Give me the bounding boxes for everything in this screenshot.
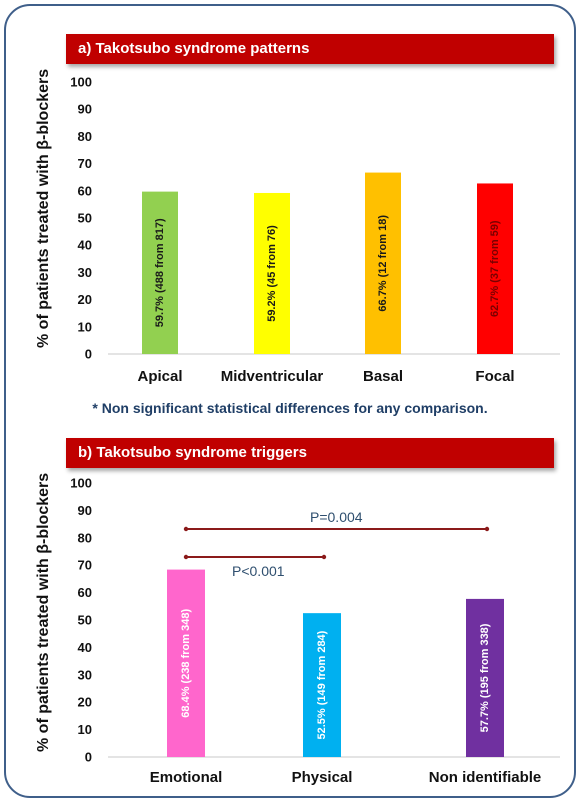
panel-a-y-tick-label: 30 xyxy=(78,265,92,280)
panel-a-x-tick-label: Basal xyxy=(363,368,403,385)
panel-b-y-tick-label: 0 xyxy=(85,750,92,765)
panel-a-bar xyxy=(254,192,290,354)
panel-a-y-tick-label: 20 xyxy=(78,292,92,307)
panel-b-y-tick-label: 70 xyxy=(78,558,92,573)
panel-b-x-tick-label: Emotional xyxy=(150,769,223,786)
panel-a-x-tick-label: Midventricular xyxy=(221,368,324,385)
panel-b-x-tick-label: Physical xyxy=(292,769,353,786)
panel-a-y-tick-label: 90 xyxy=(78,102,92,117)
panel-b-y-tick-label: 30 xyxy=(78,667,92,682)
panel-b-y-tick-label: 40 xyxy=(78,640,92,655)
panel-a-x-tick-label: Apical xyxy=(137,368,182,385)
panel-a-y-tick-label: 0 xyxy=(85,347,92,362)
panel-a-bar-data-label: 59.2% (45 from 76) xyxy=(266,225,278,322)
panel-b-y-tick-label: 80 xyxy=(78,530,92,545)
panel-b-bar xyxy=(167,569,205,757)
panel-a-y-tick-label: 40 xyxy=(78,238,92,253)
panel-a-y-tick-label: 80 xyxy=(78,129,92,144)
panel-b-bar-data-label: 57.7% (195 from 338) xyxy=(479,623,491,732)
panel-a-bar xyxy=(477,183,513,354)
panel-b-y-tick-label: 10 xyxy=(78,722,92,737)
panel-a-y-tick-label: 100 xyxy=(70,75,92,90)
panel-b-significance-line-end xyxy=(183,526,189,532)
panel-a-x-tick-label: Focal xyxy=(475,368,514,385)
panel-b-y-tick-label: 50 xyxy=(78,613,92,628)
panel-b-bar-data-label: 68.4% (238 from 348) xyxy=(180,609,192,718)
panel-a-y-tick-label: 60 xyxy=(78,183,92,198)
panel-b-y-tick-label: 60 xyxy=(78,585,92,600)
panel-b-x-tick-label: Non identifiable xyxy=(429,769,542,786)
panel-b-bar xyxy=(303,613,341,757)
panel-a-title: a) Takotsubo syndrome patterns xyxy=(66,34,554,64)
panel-a-y-tick-label: 70 xyxy=(78,156,92,171)
panel-b-bar xyxy=(466,598,504,757)
panel-a-footnote: * Non significant statistical difference… xyxy=(92,400,488,416)
panel-b-y-tick-label: 20 xyxy=(78,695,92,710)
panel-b-y-tick-label: 90 xyxy=(78,503,92,518)
panel-a-bar-data-label: 59.7% (488 from 817) xyxy=(154,218,166,327)
panel-a-bar-data-label: 66.7% (12 from 18) xyxy=(377,215,389,312)
panel-a-y-tick-label: 50 xyxy=(78,211,92,226)
panel-b-p-value-annotation: P=0.004 xyxy=(310,509,363,525)
panel-b-significance-line-end xyxy=(183,554,189,560)
panel-b-significance-line-end xyxy=(484,526,490,532)
panel-a-bar-data-label: 62.7% (37 from 59) xyxy=(489,220,501,317)
panel-b-y-tick-label: 100 xyxy=(70,476,92,491)
panel-b-bar-data-label: 52.5% (149 from 284) xyxy=(316,630,328,739)
panel-a-y-tick-label: 10 xyxy=(78,319,92,334)
panel-b-title: b) Takotsubo syndrome triggers xyxy=(66,438,554,468)
panel-b-significance-line-end xyxy=(321,554,327,560)
panel-a-bar xyxy=(142,191,178,354)
panel-a-bar xyxy=(365,172,401,354)
panel-b-p-value-annotation: P<0.001 xyxy=(232,563,285,579)
